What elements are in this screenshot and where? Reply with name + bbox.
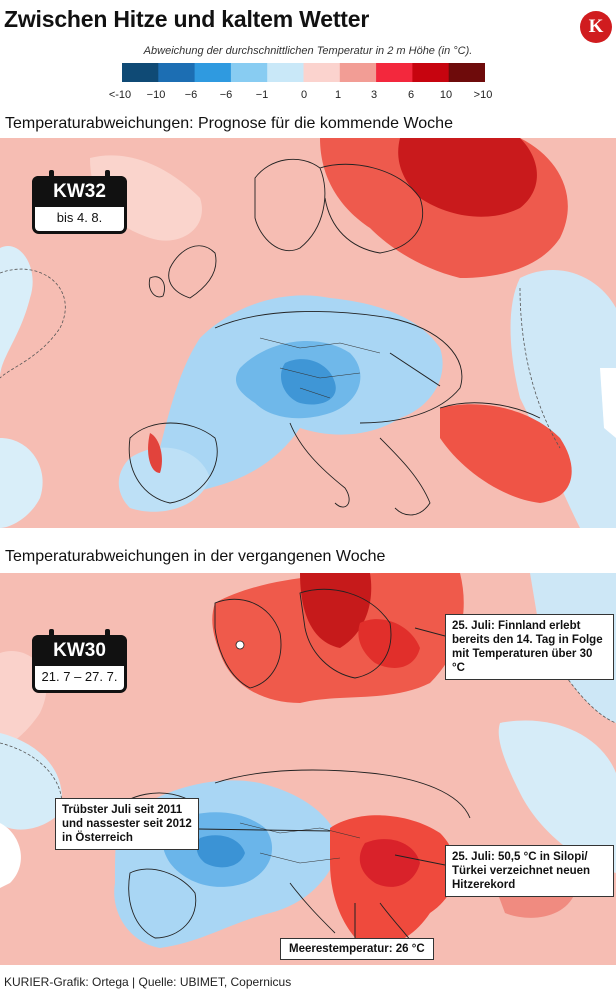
calendar-ring-icon xyxy=(49,629,54,639)
callout-sea-temperature: Meerestemperatur: 26 °C xyxy=(280,938,434,960)
legend-tick: −6 xyxy=(219,89,233,101)
legend-tick: <-10 xyxy=(108,89,132,101)
legend-swatch xyxy=(303,63,341,82)
legend-tick: 0 xyxy=(300,89,308,101)
legend-tick: −1 xyxy=(255,89,269,101)
past-week-map: KW30 21. 7 – 27. 7. 25. Juli: Finnland e… xyxy=(0,573,616,965)
week-label: KW32 xyxy=(32,176,127,207)
legend-tick: 6 xyxy=(407,89,415,101)
week-label: KW30 xyxy=(32,635,127,666)
week-card-kw32: KW32 bis 4. 8. xyxy=(32,170,127,234)
legend-tick: −6 xyxy=(184,89,198,101)
color-legend xyxy=(122,63,485,82)
legend-swatch xyxy=(158,63,196,82)
legend-ticks: <-10 −10 −6 −6 −1 0 1 3 6 10 >10 xyxy=(100,89,516,103)
legend-swatch xyxy=(339,63,377,82)
legend-tick: >10 xyxy=(473,89,493,101)
calendar-ring-icon xyxy=(49,170,54,180)
legend-tick: −10 xyxy=(146,89,166,101)
source-credit: KURIER-Grafik: Ortega | Quelle: UBIMET, … xyxy=(4,975,292,989)
legend-swatch xyxy=(194,63,232,82)
legend-swatch xyxy=(230,63,268,82)
legend-swatch xyxy=(122,63,159,82)
callout-austria: Trübster Juli seit 2011 und nassester se… xyxy=(55,798,199,850)
week-card-kw30: KW30 21. 7 – 27. 7. xyxy=(32,629,127,693)
legend-swatch xyxy=(412,63,450,82)
legend-swatch xyxy=(267,63,304,82)
page-title: Zwischen Hitze und kaltem Wetter xyxy=(4,6,370,32)
calendar-ring-icon xyxy=(105,629,110,639)
forecast-section-title: Temperaturabweichungen: Prognose für die… xyxy=(5,115,453,132)
legend-tick: 1 xyxy=(334,89,342,101)
legend-title: Abweichung der durchschnittlichen Temper… xyxy=(143,45,473,57)
legend-swatch xyxy=(376,63,413,82)
week-period: 21. 7 – 27. 7. xyxy=(41,669,118,684)
legend-swatch xyxy=(448,63,485,82)
legend-tick: 10 xyxy=(439,89,453,101)
kurier-logo: K xyxy=(580,11,612,43)
past-section-title: Temperaturabweichungen in der vergangene… xyxy=(5,548,386,565)
callout-turkey: 25. Juli: 50,5 °C in Silopi/ Türkei verz… xyxy=(445,845,614,897)
calendar-ring-icon xyxy=(105,170,110,180)
forecast-map: KW32 bis 4. 8. xyxy=(0,138,616,528)
callout-finland: 25. Juli: Finnland erlebt bereits den 14… xyxy=(445,614,614,680)
forecast-map-graphic xyxy=(0,138,616,528)
week-period: bis 4. 8. xyxy=(56,210,103,225)
legend-tick: 3 xyxy=(370,89,378,101)
